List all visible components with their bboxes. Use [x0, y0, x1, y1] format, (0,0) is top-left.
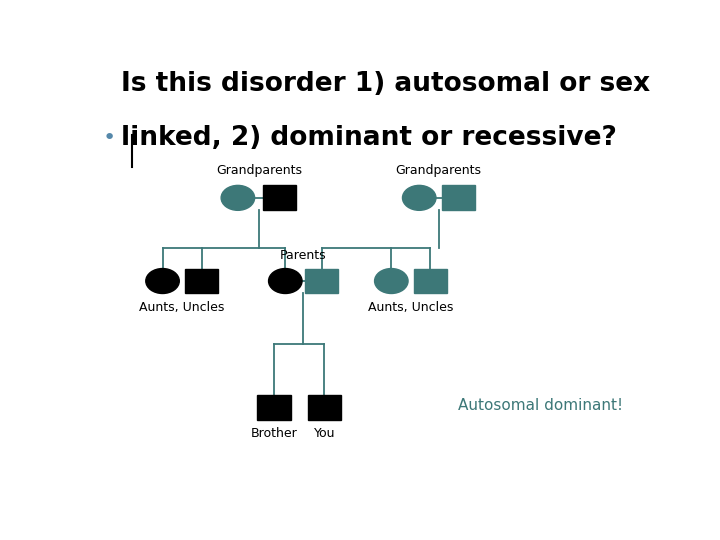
Text: You: You: [314, 427, 335, 440]
Circle shape: [145, 268, 179, 294]
Text: Grandparents: Grandparents: [396, 164, 482, 177]
Text: •: •: [102, 128, 115, 148]
Text: linked, 2) dominant or recessive?: linked, 2) dominant or recessive?: [121, 125, 616, 151]
Circle shape: [221, 185, 255, 210]
Bar: [307, 395, 341, 420]
Circle shape: [402, 185, 436, 210]
Circle shape: [269, 268, 302, 294]
Bar: [258, 395, 291, 420]
Bar: [305, 268, 338, 294]
Text: Aunts, Uncles: Aunts, Uncles: [140, 301, 225, 314]
Circle shape: [374, 268, 408, 294]
Text: Aunts, Uncles: Aunts, Uncles: [368, 301, 454, 314]
Bar: [263, 185, 297, 210]
Text: Is this disorder 1) autosomal or sex: Is this disorder 1) autosomal or sex: [121, 71, 650, 97]
Bar: [413, 268, 447, 294]
Bar: [441, 185, 475, 210]
Text: Grandparents: Grandparents: [216, 164, 302, 177]
Text: Autosomal dominant!: Autosomal dominant!: [459, 399, 624, 413]
Text: Parents: Parents: [280, 249, 327, 262]
Text: Brother: Brother: [251, 427, 297, 440]
Bar: [185, 268, 218, 294]
